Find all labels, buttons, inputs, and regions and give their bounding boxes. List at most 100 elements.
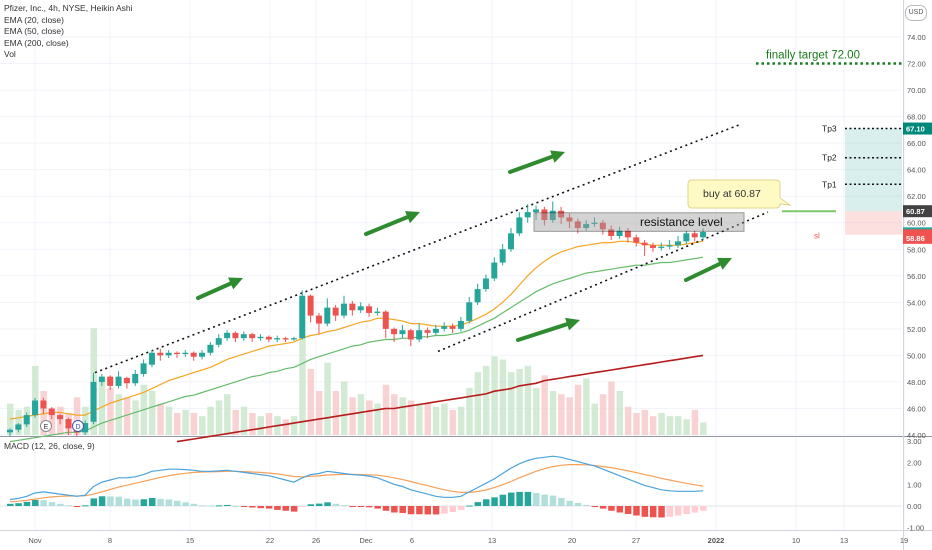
candle-body: [416, 330, 423, 340]
macd-histogram-bar: [349, 506, 356, 507]
candle-body: [290, 338, 297, 340]
candle-body: [499, 249, 506, 263]
macd-histogram-bar: [432, 506, 440, 515]
candle-body: [315, 315, 322, 324]
stop-loss-zone: [845, 211, 902, 235]
price-tick-label: 68.00: [907, 113, 926, 122]
trend-arrow-4: [516, 317, 580, 342]
candle-body: [240, 334, 247, 339]
volume-bar: [491, 356, 498, 435]
volume-bar: [324, 362, 331, 435]
buy-callout: [687, 179, 792, 209]
final-target-label: finally target 72.00: [766, 50, 860, 62]
legend-ema200[interactable]: EMA (200, close): [4, 37, 69, 48]
price-tick-label: 54.00: [907, 298, 926, 307]
volume-bar: [115, 394, 123, 435]
currency-button[interactable]: USD: [905, 5, 927, 21]
candle-body: [533, 209, 540, 213]
candle-body: [549, 210, 556, 221]
price-tick-label: 72.00: [907, 60, 926, 69]
time-tick-label: 22: [266, 536, 274, 545]
volume-bar: [382, 384, 390, 435]
macd-histogram-bar: [466, 505, 473, 507]
volume-bar: [608, 381, 615, 435]
volume-bar: [700, 422, 707, 435]
candle-body: [65, 419, 72, 429]
macd-histogram-bar: [148, 497, 156, 506]
volume-bar: [407, 400, 415, 435]
candle-body: [374, 311, 381, 313]
time-tick-label: 8: [108, 536, 112, 545]
legend-vol[interactable]: Vol: [4, 49, 16, 59]
price-tag: [903, 231, 932, 244]
macd-histogram-bar: [441, 506, 448, 514]
candle-body: [516, 217, 523, 234]
candle-body: [32, 400, 39, 416]
candle-body: [508, 233, 514, 250]
volume-bar: [190, 413, 198, 435]
price-tick-label: 60.00: [907, 219, 926, 228]
earnings-marker-label: E: [44, 424, 49, 431]
macd-histogram-bar: [15, 503, 22, 506]
chart-legend: Pfizer, Inc., 4h, NYSE, Heikin Ashi EMA …: [4, 3, 133, 61]
price-tick-label: 50.00: [907, 351, 926, 360]
candle-body: [349, 303, 356, 311]
candle-body: [558, 210, 565, 218]
volume-bar: [624, 406, 632, 435]
candle-body: [382, 311, 389, 329]
macd-legend[interactable]: MACD (12, 26, close, 9): [4, 441, 95, 451]
macd-histogram-bar: [282, 506, 290, 511]
macd-histogram-bar: [574, 502, 582, 506]
volume-bar: [616, 391, 624, 435]
macd-histogram-bar: [482, 499, 490, 506]
time-tick-label: 13: [488, 536, 496, 545]
candle-body: [591, 222, 598, 225]
candle-body: [599, 222, 606, 230]
time-tick-label: 6: [410, 536, 414, 545]
macd-histogram-bar: [32, 499, 39, 506]
candle-body: [658, 246, 665, 248]
macd-histogram-bar: [82, 505, 89, 507]
candle-body: [432, 328, 439, 333]
macd-histogram-bar: [508, 492, 515, 506]
volume-bar: [591, 403, 598, 435]
volume-bar: [307, 369, 315, 435]
macd-signal-line: [9, 464, 704, 503]
tp2-label: Tp2: [822, 153, 837, 163]
volume-bar: [416, 403, 423, 435]
volume-bar: [666, 416, 674, 435]
macd-histogram-bar: [7, 503, 14, 506]
candle-body: [40, 400, 47, 409]
volume-bar: [249, 413, 256, 435]
macd-histogram-bar: [608, 506, 615, 511]
candle-body: [449, 326, 456, 329]
candle-body: [666, 245, 673, 247]
macd-histogram-bar: [616, 506, 624, 513]
macd-histogram-bar: [40, 500, 47, 506]
macd-histogram-bar: [491, 497, 498, 506]
dividend-marker-label: D: [75, 424, 80, 431]
price-tag: [903, 122, 932, 135]
volume-bar: [432, 406, 440, 435]
macd-tick-label: 3.00: [907, 437, 922, 446]
ema20-line: [9, 240, 704, 420]
volume-bar: [574, 384, 582, 435]
macd-histogram-bar: [424, 506, 431, 515]
trend-arrow-5: [684, 257, 732, 282]
candle-body: [616, 230, 623, 236]
trend-arrow-1: [196, 277, 243, 300]
legend-ema20[interactable]: EMA (20, close): [4, 14, 64, 25]
volume-bar: [482, 365, 490, 435]
macd-histogram-bar: [123, 498, 131, 506]
candle-body: [307, 295, 314, 316]
candle-body: [190, 352, 197, 357]
macd-histogram-bar: [274, 506, 281, 510]
legend-title[interactable]: Pfizer, Inc., 4h, NYSE, Heikin Ashi: [4, 3, 133, 13]
candle-body: [482, 278, 489, 290]
macd-histogram-bar: [374, 506, 381, 509]
legend-ema50[interactable]: EMA (50, close): [4, 26, 64, 36]
candle-body: [366, 306, 373, 313]
price-tick-label: 46.00: [907, 404, 926, 413]
price-tick-label: 44.00: [907, 431, 926, 440]
